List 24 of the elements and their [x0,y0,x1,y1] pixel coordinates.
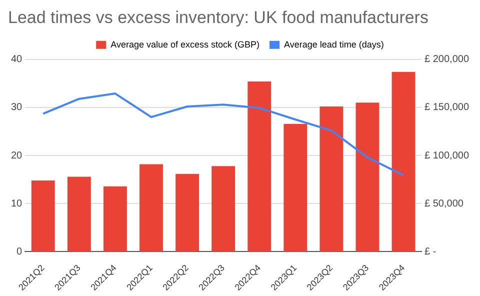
bar [320,106,344,252]
bar [248,82,272,252]
y-tick-label: 10 [11,198,23,210]
y2-tick-label: £ 100,000 [424,150,470,162]
y-tick-label: 40 [11,54,23,66]
legend-label: Average lead time (days) [284,39,384,50]
bar [212,166,236,252]
y-tick-label: 0 [16,246,23,258]
legend-label: Average value of excess stock (GBP) [110,39,260,50]
y-tick-label: 30 [11,102,23,114]
y2-tick-label: £ - [424,246,436,258]
y2-tick-label: £ 50,000 [424,198,464,210]
bar [31,180,55,252]
y2-tick-label: £ 150,000 [424,102,470,114]
chart-title: Lead times vs excess inventory: UK food manufacturers [8,8,428,27]
bar [67,176,91,252]
bar [356,102,380,252]
y2-tick-label: £ 200,000 [424,54,470,66]
y-tick-label: 20 [11,150,23,162]
bar [392,72,416,252]
bar [176,174,199,252]
bar [284,124,308,252]
bar [140,164,163,252]
bar [104,186,127,252]
